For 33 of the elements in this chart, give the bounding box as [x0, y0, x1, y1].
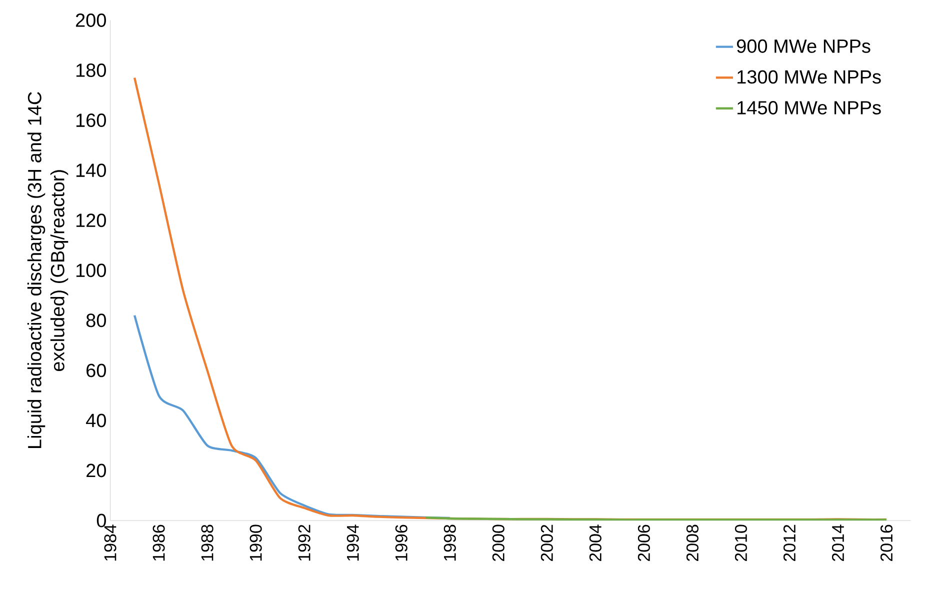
line-series — [133, 314, 451, 520]
y-tick-label: 60 — [86, 364, 106, 378]
x-tick-label: 2012 — [783, 525, 796, 562]
x-tick-label: 2006 — [638, 524, 650, 562]
x-tick-label: 2010 — [734, 524, 748, 562]
x-tick-label: 2002 — [540, 525, 553, 562]
x-tick-label: 2014 — [832, 524, 844, 562]
y-tick-label: 80 — [86, 314, 106, 328]
x-tick-label: 1996 — [395, 524, 408, 561]
x-tick-label: 1998 — [444, 524, 456, 561]
legend-label: 1450 MWe NPPs — [738, 101, 881, 115]
x-tick-label: 1992 — [298, 525, 310, 561]
x-tick-label: 1990 — [250, 524, 262, 561]
y-tick-label: 180 — [76, 64, 106, 78]
y-tick-label: 40 — [86, 414, 106, 428]
y-tick-label: 100 — [76, 264, 106, 278]
x-tick-label: 2008 — [686, 524, 698, 562]
y-tick-label: 120 — [76, 214, 106, 228]
y-tick-label: 20 — [86, 464, 106, 478]
y-axis-title: Liquid radioactive discharges (3H and 14C excluded) (GBq/reactor) — [27, 92, 68, 448]
x-tick-label: 2004 — [589, 524, 602, 562]
y-tick-label: 160 — [76, 114, 106, 128]
x-tick-label: 1986 — [152, 524, 165, 561]
x-tick-label: 1994 — [346, 524, 359, 561]
y-tick-label: 140 — [76, 164, 106, 178]
x-tick-label: 2016 — [880, 524, 893, 562]
y-tick-label: 200 — [76, 14, 106, 28]
y-tick-label: 0 — [96, 514, 106, 528]
x-tick-label: 1988 — [201, 524, 214, 561]
x-tick-label: 2000 — [492, 524, 504, 562]
x-tick-label: 1984 — [104, 524, 116, 561]
legend-label: 900 MWe NPPs — [736, 40, 870, 53]
legend-label: 1300 MWe NPPs — [738, 70, 881, 84]
